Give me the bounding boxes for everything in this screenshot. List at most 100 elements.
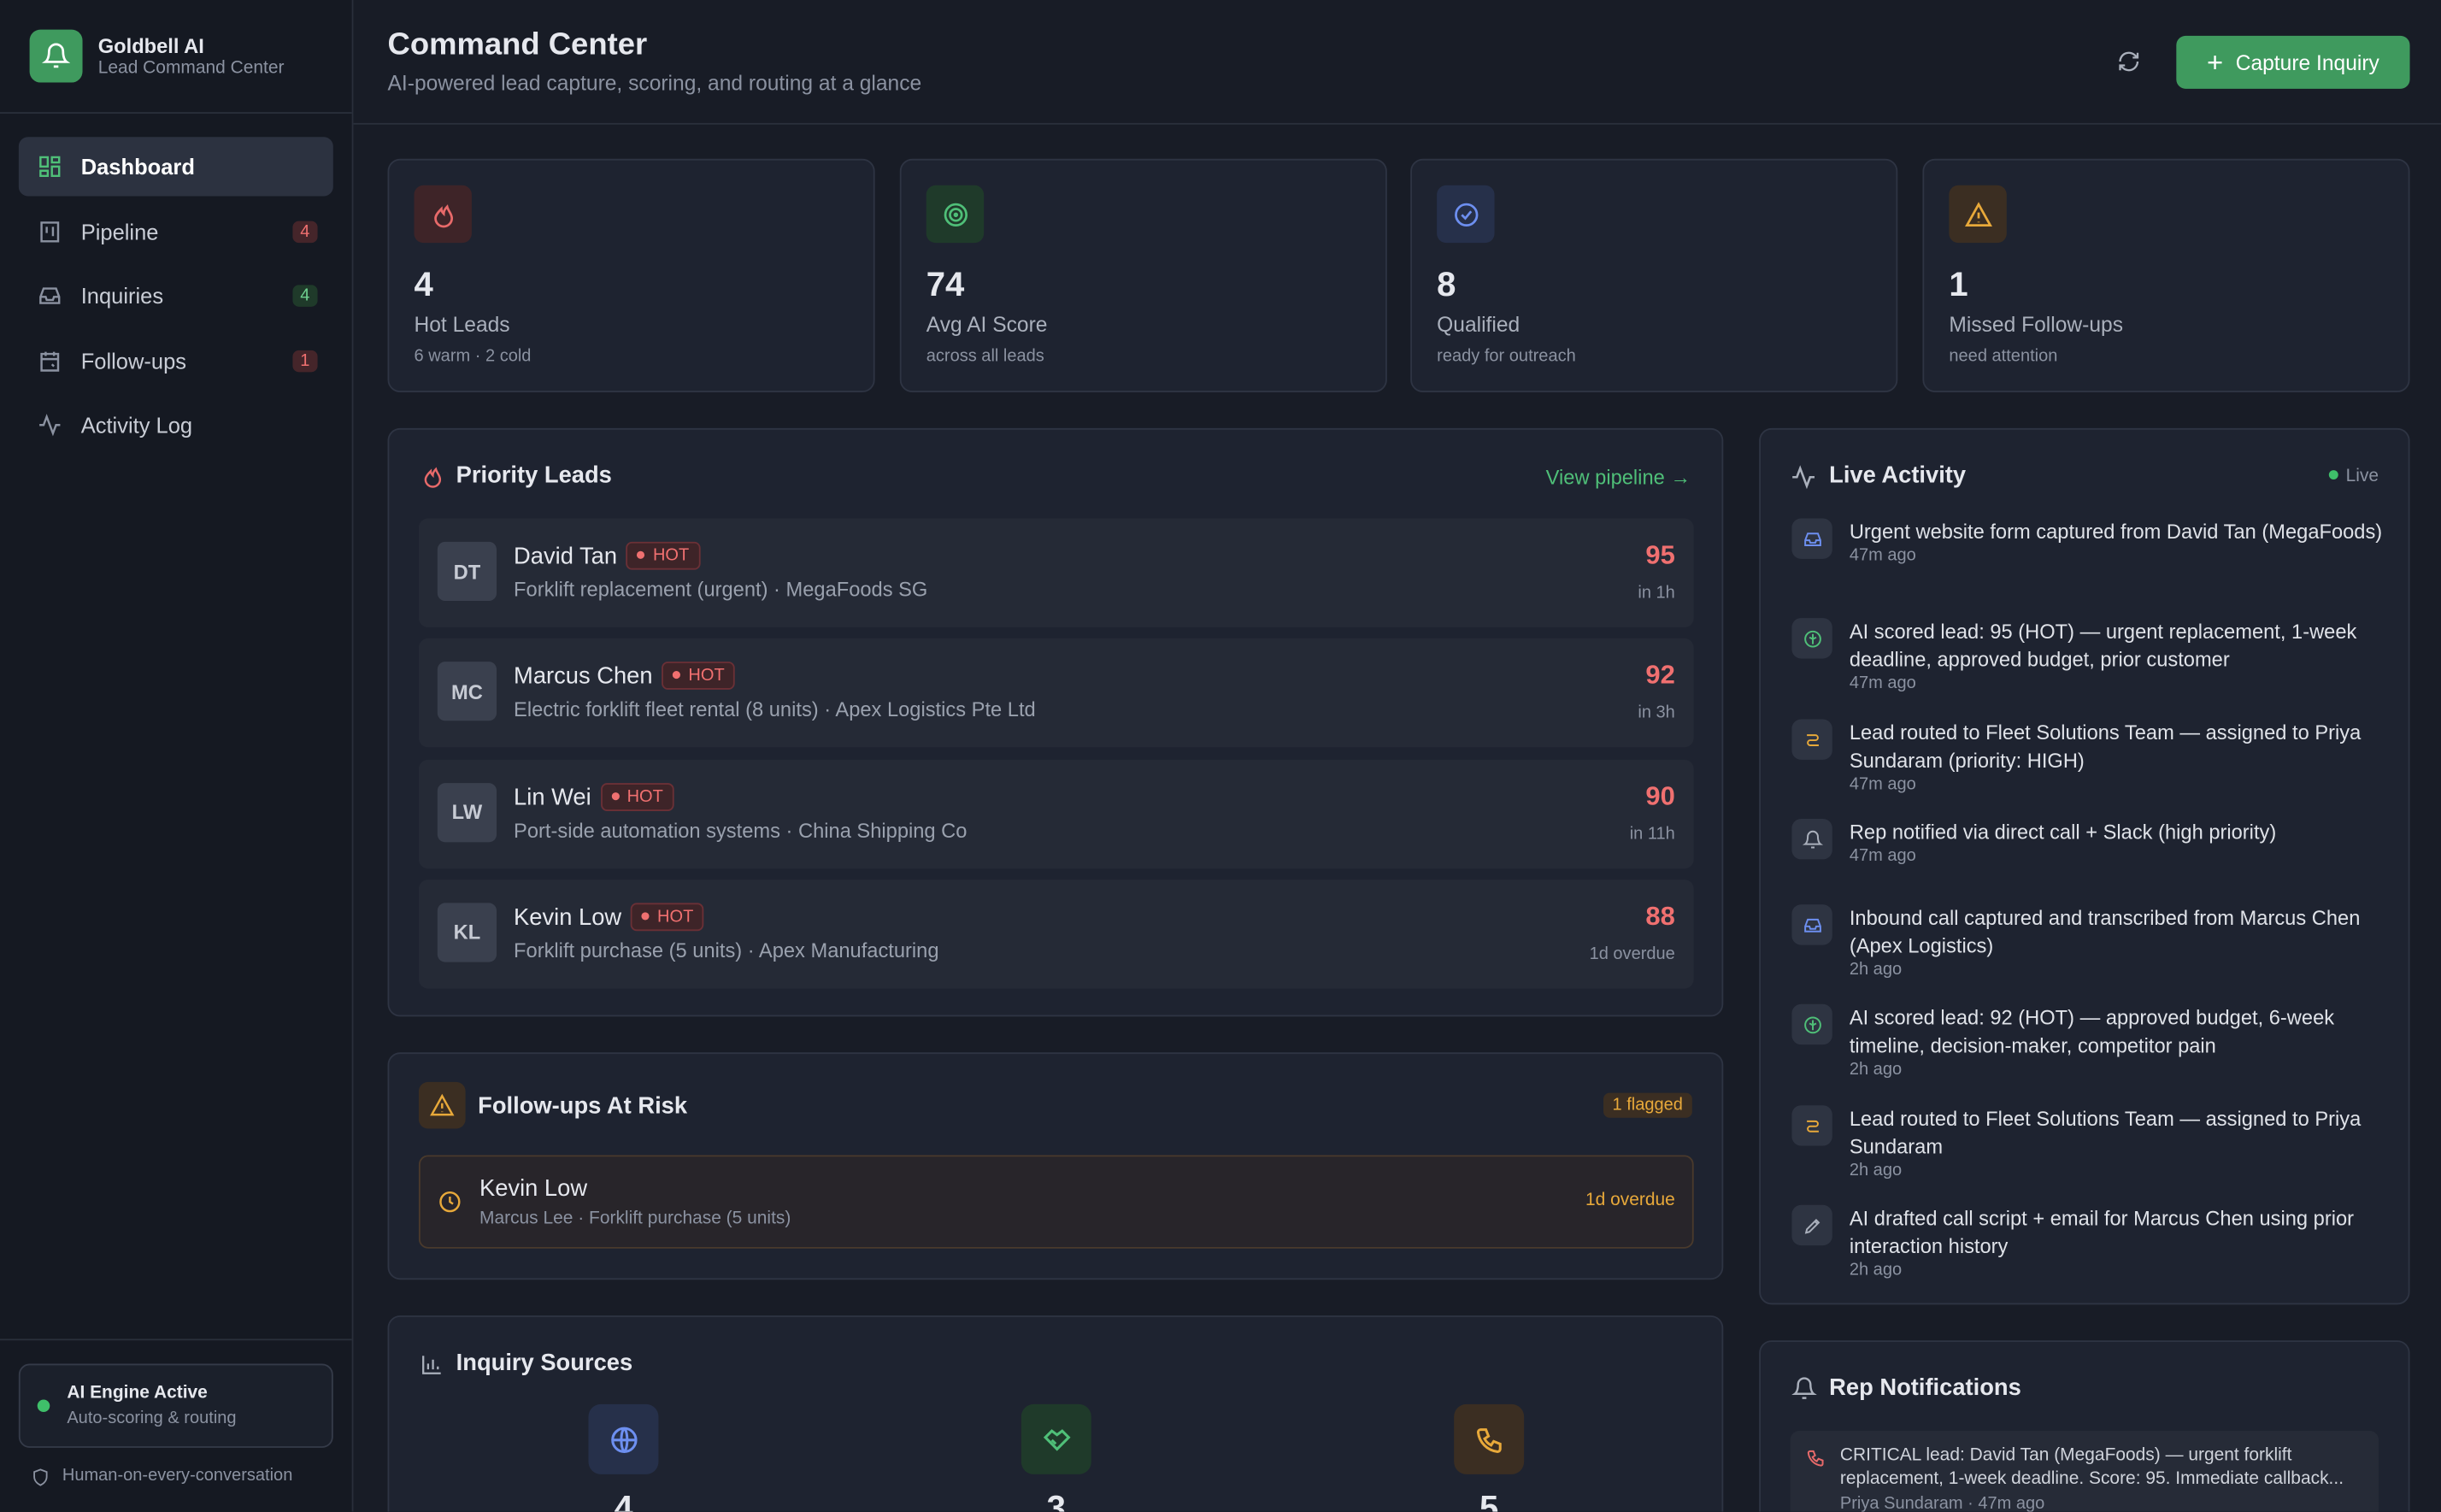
activity-time: 2h ago bbox=[1849, 960, 1903, 980]
icon bbox=[943, 202, 968, 227]
activity-text: Rep notified via direct call + Slack (hi… bbox=[1849, 820, 2277, 844]
hot-label: HOT bbox=[652, 546, 690, 566]
activity-time: 2h ago bbox=[1849, 1261, 1903, 1280]
activity-time: 47m ago bbox=[1849, 546, 1916, 566]
lead-score: 95 bbox=[1645, 540, 1675, 570]
activity-item: Urgent website form captured from David … bbox=[1791, 518, 2383, 566]
stat-value: 4 bbox=[414, 264, 433, 304]
inquiry-sources: Inquiry Sources 4 3 5 bbox=[387, 1315, 1724, 1512]
lead-row[interactable]: LW Lin Wei HOT Port-side automation systems… bbox=[418, 759, 1694, 868]
followups-at-risk: Follow-ups At Risk 1 flagged Kevin Low Ma… bbox=[387, 1052, 1724, 1280]
brand-name: Goldbell AI bbox=[97, 34, 204, 58]
header: Command Center AI-powered lead capture, … bbox=[353, 0, 2441, 125]
activity-text: Lead routed to Fleet Solutions Team — as… bbox=[1849, 1107, 2362, 1159]
nav-label: Inquiries bbox=[80, 283, 164, 309]
icon bbox=[1043, 1428, 1070, 1450]
lead-name-line: Marcus Chen HOT bbox=[514, 662, 736, 691]
activity-item: Inbound call captured and transcribed fr… bbox=[1791, 904, 2383, 980]
status-subtitle: Auto-scoring & routing bbox=[67, 1409, 237, 1428]
nav-badge: 4 bbox=[292, 220, 318, 243]
icon bbox=[1802, 829, 1822, 848]
icon bbox=[39, 287, 61, 304]
lead-due: in 11h bbox=[1629, 824, 1675, 844]
lead-due: 1d overdue bbox=[1589, 944, 1675, 964]
stat-card: 8 Qualified ready for outreach bbox=[1410, 158, 1898, 392]
source-icon bbox=[1454, 1403, 1525, 1474]
nav-item[interactable]: Dashboard bbox=[18, 137, 333, 197]
lead-due: in 3h bbox=[1638, 703, 1675, 723]
nav-label: Pipeline bbox=[80, 218, 159, 244]
live-activity: Live Activity Live Urgent website form c… bbox=[1759, 427, 2410, 1305]
activity-icon bbox=[1791, 1105, 1832, 1146]
source-icon bbox=[588, 1403, 659, 1474]
icon bbox=[1803, 629, 1820, 647]
icon bbox=[610, 1426, 637, 1453]
stat-label: Hot Leads bbox=[414, 313, 510, 337]
section-title: Follow-ups At Risk bbox=[478, 1092, 688, 1120]
source-count: 5 bbox=[1479, 1488, 1499, 1512]
nav-item[interactable]: Inquiries 4 bbox=[19, 266, 333, 325]
icon bbox=[1806, 1119, 1819, 1132]
nav-item[interactable]: Activity Log bbox=[19, 396, 333, 455]
icon bbox=[39, 156, 61, 178]
stat-value: 74 bbox=[926, 264, 965, 304]
hot-tag: HOT bbox=[600, 782, 674, 811]
lead-row[interactable]: DT David Tan HOT Forklift replacement (urge… bbox=[418, 518, 1694, 628]
section-title: Live Activity bbox=[1829, 462, 1967, 489]
lead-row[interactable]: KL Kevin Low HOT Forklift purchase (5 units… bbox=[418, 879, 1694, 989]
stat-note: ready for outreach bbox=[1437, 347, 1576, 367]
stat-label: Missed Follow-ups bbox=[1949, 313, 2124, 337]
lead-score: 90 bbox=[1645, 780, 1675, 811]
capture-button[interactable]: + Capture Inquiry bbox=[2176, 35, 2410, 89]
icon bbox=[1475, 1427, 1501, 1453]
lead-row[interactable]: MC Marcus Chen HOT Electric forklift fleet … bbox=[418, 638, 1694, 748]
clock-icon bbox=[438, 1190, 462, 1222]
icon bbox=[439, 1191, 461, 1213]
activity-icon bbox=[1791, 719, 1832, 760]
activity-time: 2h ago bbox=[1849, 1161, 1903, 1180]
activity-icon bbox=[1791, 1204, 1832, 1246]
refresh-button[interactable] bbox=[2117, 50, 2140, 73]
stat-note: across all leads bbox=[926, 347, 1044, 367]
stat-note: need attention bbox=[1949, 347, 2058, 367]
stat-card: 4 Hot Leads 6 warm · 2 cold bbox=[387, 158, 875, 392]
icon bbox=[40, 350, 60, 371]
lead-detail: Forklift replacement (urgent) · MegaFood… bbox=[514, 577, 928, 602]
nav-item[interactable]: Follow-ups 1 bbox=[19, 331, 333, 390]
lead-detail: Port-side automation systems · China Shi… bbox=[514, 818, 968, 842]
sidebar: Goldbell AI Lead Command Center Dashboar… bbox=[0, 0, 354, 1512]
source-count: 4 bbox=[614, 1488, 633, 1512]
activity-text: Lead routed to Fleet Solutions Team — as… bbox=[1849, 721, 2362, 773]
notification[interactable]: CRITICAL lead: David Tan (MegaFoods) — u… bbox=[1790, 1430, 2379, 1512]
lead-name: David Tan bbox=[514, 543, 618, 570]
activity-icon bbox=[1791, 1003, 1832, 1045]
stat-icon bbox=[1949, 185, 2007, 244]
lead-detail: Electric forklift fleet rental (8 units)… bbox=[514, 697, 1036, 721]
activity-item: AI scored lead: 92 (HOT) — approved budg… bbox=[1791, 1003, 2383, 1079]
icon bbox=[433, 203, 453, 227]
activity-item: Lead routed to Fleet Solutions Team — as… bbox=[1791, 1105, 2383, 1180]
avatar: KL bbox=[437, 903, 497, 962]
stat-value: 8 bbox=[1437, 264, 1456, 304]
stat-icon bbox=[414, 185, 472, 244]
nav-item[interactable]: Pipeline 4 bbox=[19, 202, 333, 261]
icon bbox=[1964, 201, 1992, 227]
section-title: Rep Notifications bbox=[1829, 1374, 2021, 1402]
icon bbox=[1806, 733, 1819, 746]
lead-detail: Forklift purchase (5 units) · Apex Manuf… bbox=[514, 938, 939, 962]
view-pipeline-link[interactable]: View pipeline → bbox=[1545, 465, 1691, 489]
nav-badge: 4 bbox=[292, 285, 318, 307]
lead-name: Lin Wei bbox=[514, 784, 591, 811]
icon bbox=[1803, 532, 1820, 546]
activity-icon bbox=[1791, 618, 1832, 659]
followup-row[interactable]: Kevin Low Marcus Lee · Forklift purchase … bbox=[418, 1155, 1694, 1249]
priority-leads: Priority Leads View pipeline → DT David T… bbox=[387, 427, 1724, 1017]
lead-due: in 1h bbox=[1638, 584, 1675, 603]
section-title: Inquiry Sources bbox=[456, 1350, 633, 1377]
activity-text: AI scored lead: 95 (HOT) — urgent replac… bbox=[1849, 619, 2357, 672]
nav-label: Dashboard bbox=[80, 154, 195, 179]
activity-text: AI drafted call script + email for Marcu… bbox=[1849, 1206, 2355, 1258]
icon bbox=[40, 221, 60, 242]
source-icon bbox=[1021, 1403, 1091, 1474]
